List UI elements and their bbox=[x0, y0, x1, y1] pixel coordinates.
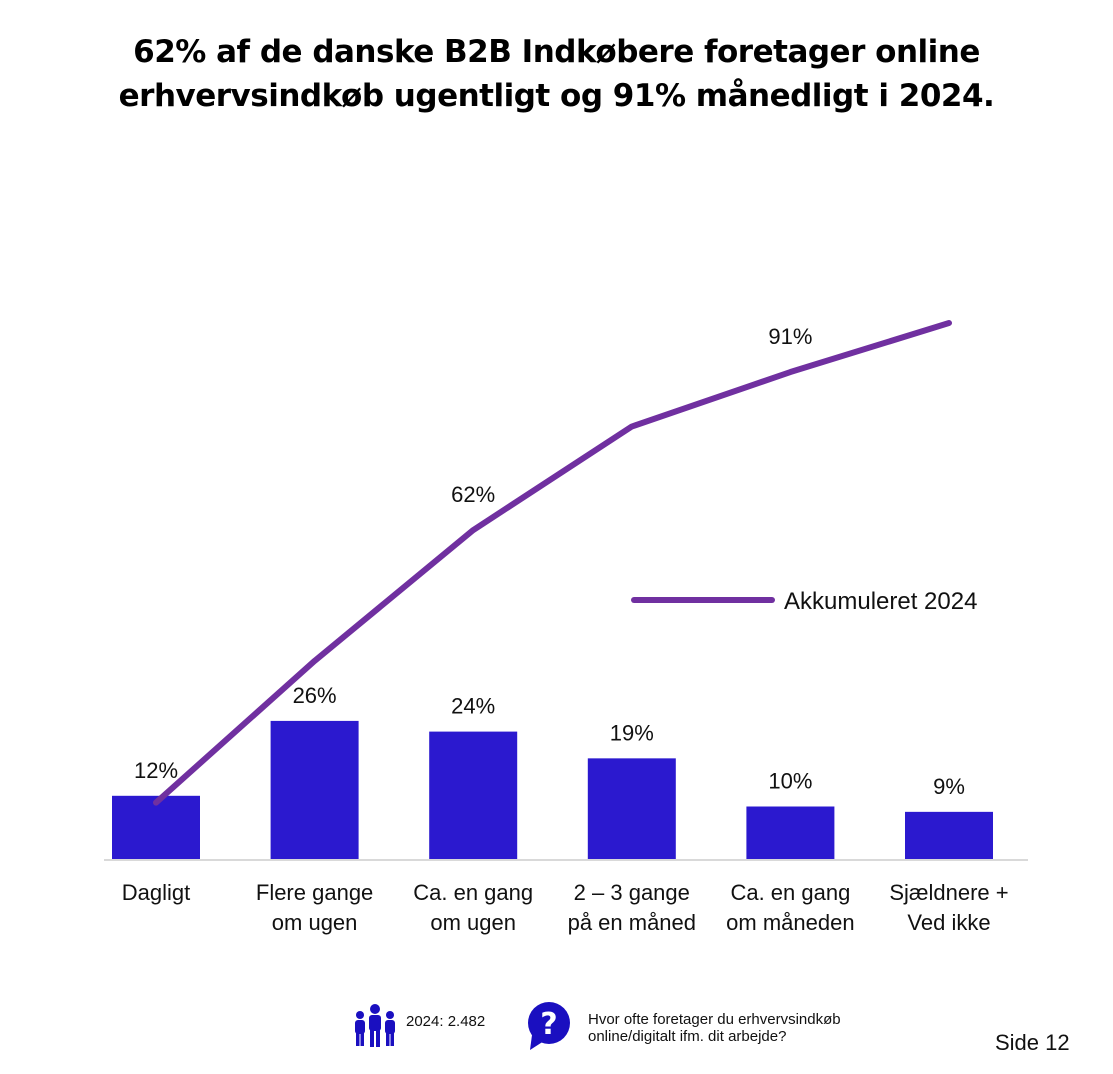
survey-question-line-2: online/digitalt ifm. dit arbejde? bbox=[588, 1028, 787, 1045]
chart-title: 62% af de danske B2B Indkøbere foretager… bbox=[40, 30, 1073, 118]
line-data-labels: 62% 91% bbox=[451, 324, 812, 507]
category-label-3-line-1: på en måned bbox=[567, 910, 697, 935]
bar-1 bbox=[270, 720, 359, 860]
question-bubble-icon: ? bbox=[528, 1002, 570, 1050]
cumulative-line bbox=[153, 320, 952, 806]
bar-series bbox=[112, 720, 993, 860]
bar-label-0: 12% bbox=[134, 758, 178, 783]
bar-label-2: 24% bbox=[451, 694, 495, 719]
category-label-2-line-0: Ca. en gang bbox=[413, 880, 534, 905]
category-label-5-line-1: Ved ikke bbox=[907, 910, 991, 935]
category-label-4-line-0: Ca. en gang bbox=[730, 880, 851, 905]
survey-question: Hvor ofte foretager du erhvervsindkøb on… bbox=[588, 1011, 948, 1045]
bar-label-3: 19% bbox=[610, 720, 654, 745]
bar-label-4: 10% bbox=[768, 769, 812, 794]
survey-question-line-1: Hvor ofte foretager du erhvervsindkøb bbox=[588, 1011, 841, 1028]
category-label-0-line-0: Dagligt bbox=[121, 880, 191, 905]
line-label-0: 62% bbox=[451, 482, 495, 507]
svg-text:?: ? bbox=[540, 1007, 557, 1042]
category-label-4-line-1: om måneden bbox=[726, 910, 855, 935]
page-number: Side 12 bbox=[995, 1030, 1070, 1055]
bar-5 bbox=[905, 811, 993, 860]
bar-4 bbox=[746, 806, 835, 860]
legend-label: Akkumuleret 2024 bbox=[784, 588, 977, 615]
chart-title-line-2: erhvervsindkøb ugentligt og 91% månedlig… bbox=[118, 78, 995, 114]
category-label-3-line-0: 2 – 3 gange bbox=[573, 880, 690, 905]
category-label-1: Flere gange om ugen bbox=[235, 878, 395, 938]
category-label-2-line-1: om ugen bbox=[430, 910, 516, 935]
bar-2 bbox=[429, 731, 518, 860]
category-label-3: 2 – 3 gange på en måned bbox=[552, 878, 712, 938]
category-label-0: Dagligt bbox=[76, 878, 236, 908]
category-label-1-line-0: Flere gange bbox=[255, 880, 374, 905]
people-icon bbox=[355, 1004, 395, 1047]
category-label-5: Sjældnere + Ved ikke bbox=[869, 878, 1029, 938]
bar-3 bbox=[587, 758, 676, 860]
category-label-1-line-1: om ugen bbox=[271, 910, 358, 935]
category-label-5-line-0: Sjældnere + bbox=[889, 880, 1009, 905]
category-label-4: Ca. en gang om måneden bbox=[710, 878, 870, 938]
chart-title-line-1: 62% af de danske B2B Indkøbere foretager… bbox=[133, 34, 980, 70]
sample-size: 2024: 2.482 bbox=[406, 1013, 486, 1030]
bar-data-labels: 12% 26% 24% 19% 10% 9% bbox=[134, 683, 965, 799]
bar-label-1: 26% bbox=[293, 683, 337, 708]
category-label-2: Ca. en gang om ugen bbox=[393, 878, 553, 938]
bar-0 bbox=[112, 795, 200, 860]
bar-label-5: 9% bbox=[933, 774, 965, 799]
line-label-1: 91% bbox=[768, 324, 812, 349]
